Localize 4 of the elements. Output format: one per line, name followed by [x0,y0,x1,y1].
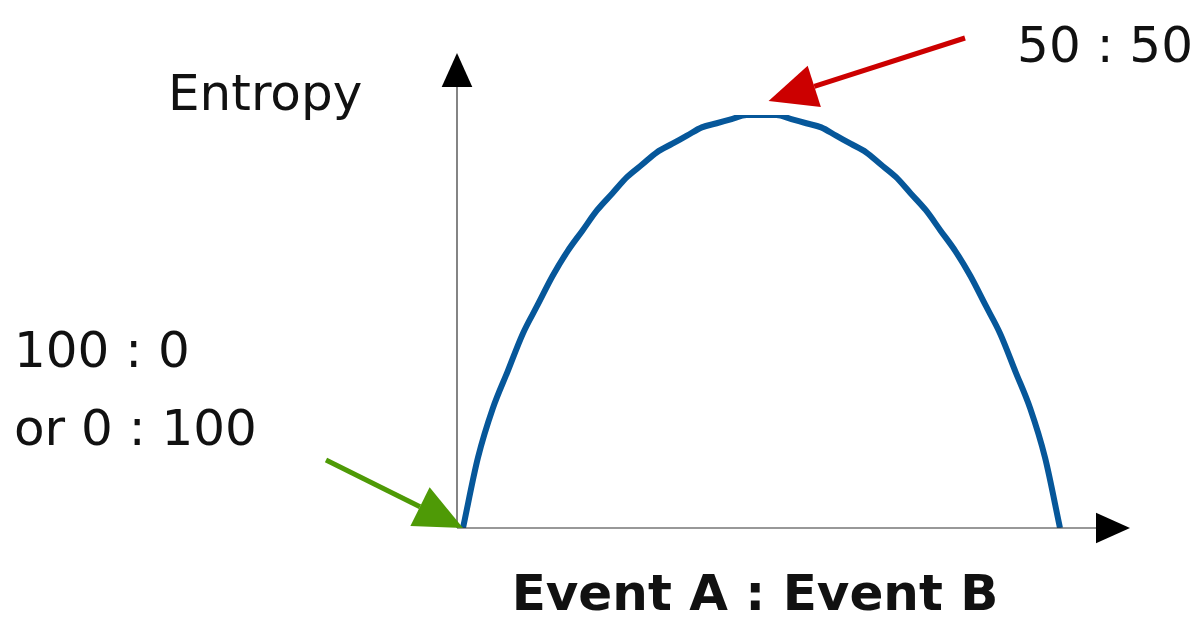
text: 50 : 50 [1017,15,1193,76]
x-axis-title: Event A : Event B [510,563,1000,624]
text: 100 : 0 or 0 : 100 [14,320,257,459]
y-axis-title: Entropy [168,63,363,124]
